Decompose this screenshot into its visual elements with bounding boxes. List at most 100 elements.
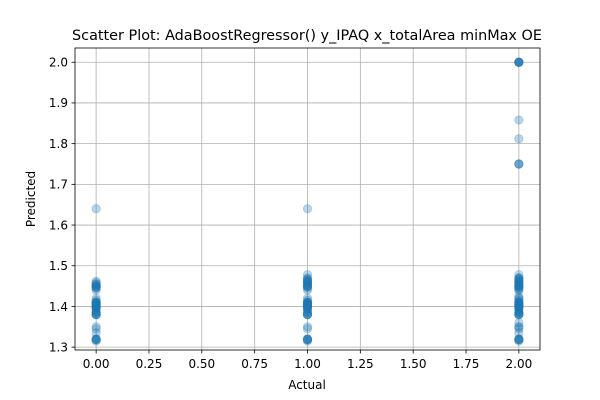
- data-point: [302, 295, 313, 305]
- data-point: [91, 293, 101, 303]
- data-point: [91, 297, 101, 307]
- data-point: [302, 293, 313, 303]
- data-point: [514, 291, 524, 301]
- data-point: [514, 307, 524, 318]
- data-point: [302, 309, 313, 320]
- data-point: [514, 301, 524, 312]
- data-point: [91, 278, 101, 288]
- data-point: [91, 334, 101, 344]
- data-point: [302, 276, 313, 286]
- data-point: [514, 297, 524, 307]
- data-point: [91, 301, 101, 312]
- data-point: [514, 307, 524, 318]
- data-point: [514, 309, 524, 320]
- data-point: [514, 302, 524, 312]
- x-tick-label: 0.50: [188, 357, 215, 371]
- data-point: [302, 297, 313, 307]
- data-point: [302, 299, 313, 310]
- data-point: [302, 299, 313, 310]
- data-point: [91, 301, 101, 312]
- data-point: [514, 299, 524, 310]
- data-point: [302, 281, 313, 291]
- x-axis-ticks: 0.00 0.25 0.50 0.75 1.00 1.25 1.50 1.75 2.00: [83, 350, 532, 371]
- data-point: [91, 334, 101, 344]
- data-point: [302, 301, 313, 312]
- data-point: [302, 298, 313, 308]
- data-point: [514, 322, 524, 332]
- data-point: [514, 285, 524, 295]
- data-point: [91, 336, 101, 346]
- data-point: [302, 301, 313, 312]
- data-point: [91, 303, 101, 314]
- data-point: [514, 335, 524, 345]
- y-tick-label: 1.8: [49, 137, 68, 151]
- data-point: [91, 204, 101, 214]
- data-point: [91, 299, 101, 310]
- data-point: [302, 299, 313, 310]
- data-point: [514, 309, 524, 320]
- data-point: [91, 309, 101, 320]
- x-tick-label: 0.75: [241, 357, 268, 371]
- data-point: [514, 301, 524, 312]
- x-tick-label: 0.00: [83, 357, 110, 371]
- data-point: [91, 309, 101, 320]
- data-point: [91, 322, 101, 332]
- data-point: [302, 277, 313, 287]
- y-tick-label: 1.6: [49, 218, 68, 232]
- data-point: [514, 57, 524, 67]
- data-point: [514, 278, 524, 288]
- data-point: [514, 283, 524, 293]
- data-point: [91, 301, 101, 312]
- data-point: [302, 279, 313, 289]
- data-point: [514, 275, 524, 285]
- data-point: [91, 303, 101, 314]
- y-tick-label: 1.3: [49, 340, 68, 354]
- data-point: [302, 274, 313, 284]
- data-point: [302, 335, 313, 345]
- data-point: [514, 334, 524, 344]
- data-point: [302, 309, 313, 320]
- chart-title: Scatter Plot: AdaBoostRegressor() y_IPAQ…: [72, 28, 542, 44]
- data-point: [91, 307, 101, 318]
- data-point: [514, 115, 524, 125]
- data-point: [302, 309, 313, 320]
- data-point: [302, 303, 313, 314]
- data-point: [514, 335, 524, 345]
- data-point: [91, 324, 101, 334]
- data-point: [514, 293, 524, 303]
- data-point: [514, 277, 524, 287]
- data-point: [514, 281, 524, 291]
- data-point: [302, 275, 313, 285]
- data-point: [302, 334, 313, 344]
- data-point: [91, 302, 101, 312]
- data-point: [514, 293, 524, 303]
- data-point: [302, 283, 313, 293]
- data-point: [514, 273, 524, 283]
- data-point: [91, 279, 101, 289]
- data-point: [91, 307, 101, 318]
- data-point: [91, 309, 101, 320]
- data-point: [514, 277, 524, 287]
- data-points: [91, 57, 524, 346]
- data-point: [302, 277, 313, 287]
- data-point: [302, 278, 313, 288]
- data-point: [91, 285, 101, 295]
- y-tick-label: 1.7: [49, 178, 68, 192]
- data-point: [514, 57, 524, 67]
- x-tick-label: 1.00: [294, 357, 321, 371]
- data-point: [514, 57, 524, 67]
- x-tick-label: 1.75: [453, 357, 480, 371]
- data-point: [514, 281, 524, 291]
- data-point: [514, 328, 524, 338]
- data-point: [514, 159, 524, 169]
- data-point: [91, 297, 101, 307]
- data-point: [514, 301, 524, 311]
- data-point: [514, 318, 524, 328]
- data-point: [514, 159, 524, 169]
- x-axis-label: Actual: [288, 378, 326, 392]
- data-point: [514, 336, 524, 346]
- data-point: [514, 301, 524, 312]
- data-point: [302, 307, 313, 318]
- data-point: [91, 297, 101, 307]
- data-point: [302, 281, 313, 291]
